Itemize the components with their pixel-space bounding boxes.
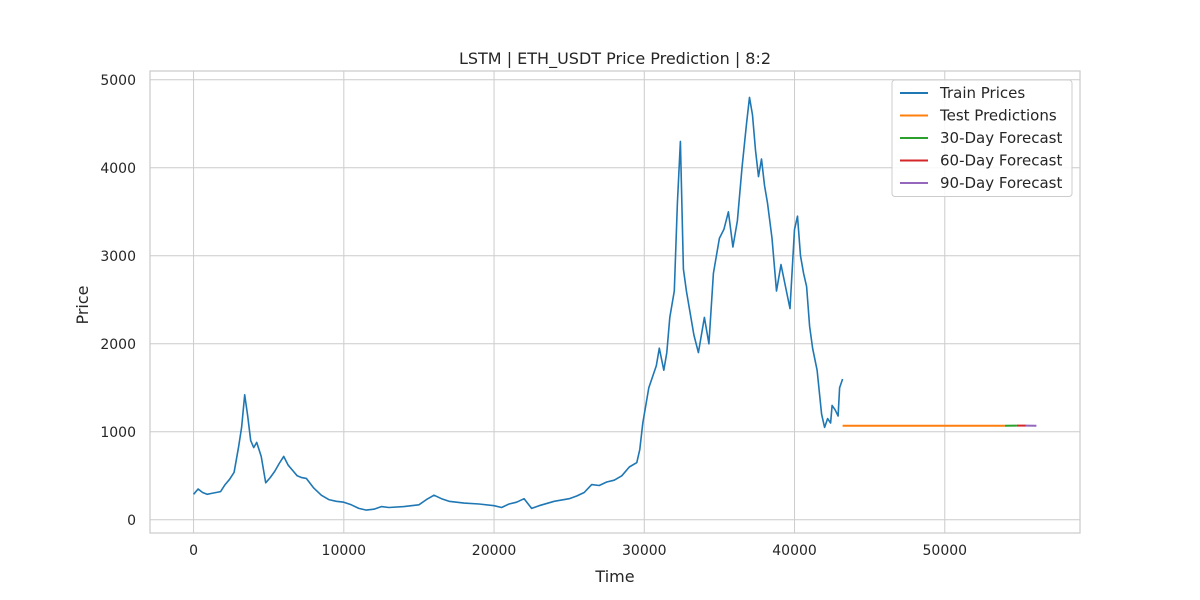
y-tick-label: 5000 bbox=[100, 73, 136, 89]
legend-label: Train Prices bbox=[939, 84, 1025, 102]
x-axis-label: Time bbox=[594, 567, 634, 586]
legend: Train Prices Test Predictions 30-Day Forec… bbox=[891, 79, 1073, 197]
series-line-1 bbox=[192, 96, 844, 511]
x-tick-label: 40000 bbox=[772, 543, 817, 559]
legend-box bbox=[891, 79, 1073, 197]
series-layer bbox=[192, 96, 1037, 511]
legend-label: Test Predictions bbox=[939, 107, 1057, 125]
plot-frame bbox=[149, 70, 1081, 534]
y-axis-label: Price bbox=[73, 285, 92, 324]
ticks: 0 10000 20000 30000 40000 50000 0 1000 2000 3000 4… bbox=[100, 73, 967, 559]
legend-label: 90-Day Forecast bbox=[940, 174, 1062, 192]
y-tick-label: 0 bbox=[127, 513, 136, 529]
x-tick-label: 10000 bbox=[322, 543, 367, 559]
chart-title: LSTM | ETH_USDT Price Prediction | 8:2 bbox=[459, 49, 771, 69]
x-tick-label: 0 bbox=[189, 543, 198, 559]
legend-label: 30-Day Forecast bbox=[940, 129, 1062, 147]
x-tick-label: 20000 bbox=[472, 543, 517, 559]
legend-label: 60-Day Forecast bbox=[940, 152, 1062, 170]
x-tick-label: 50000 bbox=[923, 543, 968, 559]
x-tick-label: 30000 bbox=[622, 543, 667, 559]
y-tick-label: 1000 bbox=[100, 425, 136, 441]
y-tick-label: 4000 bbox=[100, 161, 136, 177]
y-tick-label: 3000 bbox=[100, 249, 136, 265]
y-tick-label: 2000 bbox=[100, 337, 136, 353]
